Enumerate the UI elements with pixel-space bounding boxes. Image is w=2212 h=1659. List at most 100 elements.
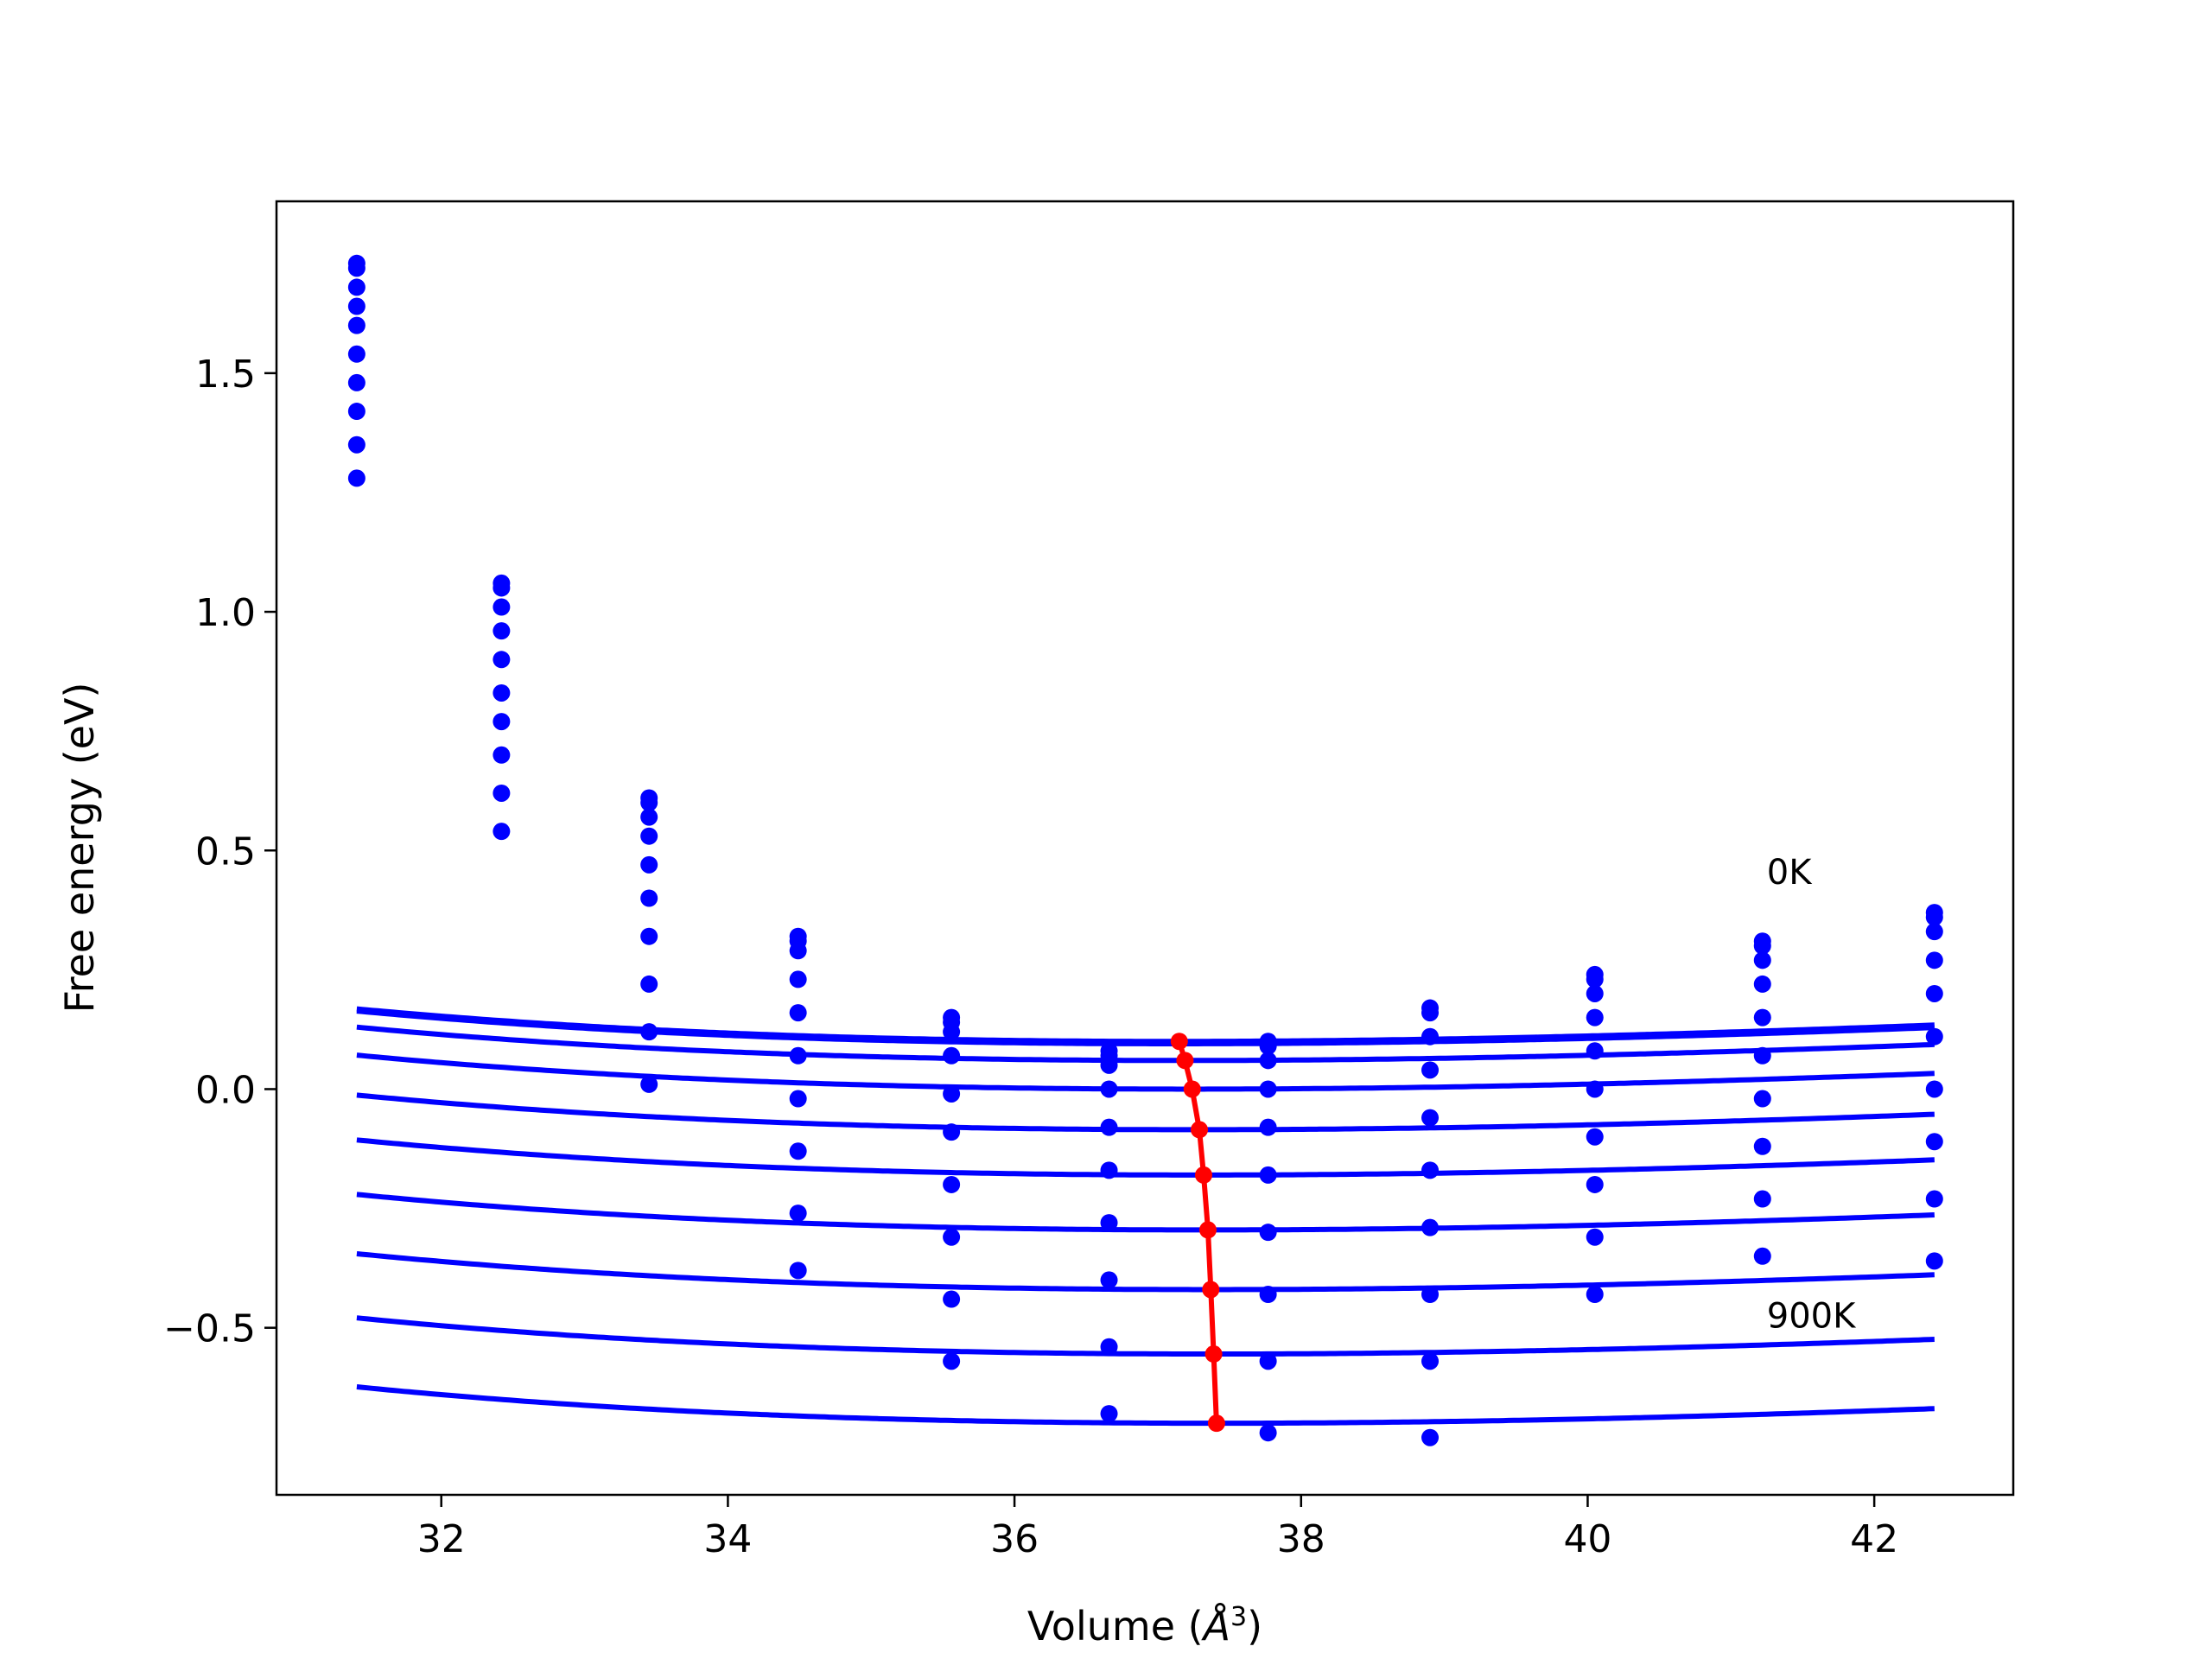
data-point-2-9 bbox=[1753, 951, 1771, 969]
minimum-point-1 bbox=[1176, 1052, 1194, 1070]
data-point-5-1 bbox=[493, 683, 511, 702]
data-point-8-9 bbox=[1753, 1190, 1771, 1208]
series-line-1 bbox=[356, 1008, 1935, 1046]
data-point-5-3 bbox=[789, 1046, 807, 1065]
data-point-5-0 bbox=[347, 345, 365, 363]
y-axis: −0.5 0.0 0.5 1.0 1.5 bbox=[163, 353, 276, 1351]
data-point-2-6 bbox=[1259, 1052, 1277, 1070]
series-line-2 bbox=[356, 1024, 1935, 1064]
minimum-point-6 bbox=[1202, 1281, 1220, 1299]
data-point-4-10 bbox=[1925, 984, 1943, 1002]
x-tick-label-2: 36 bbox=[990, 1517, 1039, 1561]
data-point-7-0 bbox=[347, 403, 365, 421]
series-line-5 bbox=[356, 1137, 1935, 1178]
data-point-8-5 bbox=[1100, 1338, 1118, 1356]
data-point-5-8 bbox=[1586, 1080, 1604, 1098]
x-axis: 32 34 36 38 40 42 bbox=[417, 1495, 1898, 1561]
data-point-3-1 bbox=[493, 622, 511, 640]
minimum-point-8 bbox=[1207, 1414, 1225, 1433]
data-point-9-8 bbox=[1586, 1285, 1604, 1303]
data-point-5-10 bbox=[1925, 1027, 1943, 1046]
data-point-4-6 bbox=[1259, 1118, 1277, 1136]
minimum-point-2 bbox=[1183, 1080, 1201, 1098]
data-point-3-0 bbox=[347, 297, 365, 315]
series-line-6 bbox=[356, 1192, 1935, 1233]
data-point-2-0 bbox=[347, 278, 365, 296]
data-point-7-9 bbox=[1753, 1137, 1771, 1155]
data-point-6-4 bbox=[943, 1175, 961, 1193]
data-point-4-3 bbox=[789, 1004, 807, 1022]
data-point-1-2 bbox=[640, 794, 658, 812]
x-axis-label-symbol: Å bbox=[1201, 1603, 1230, 1649]
data-point-8-7 bbox=[1421, 1352, 1440, 1370]
data-point-6-8 bbox=[1586, 1128, 1604, 1146]
data-point-1-10 bbox=[1925, 908, 1943, 926]
data-point-1-0 bbox=[347, 259, 365, 277]
data-point-6-0 bbox=[347, 373, 365, 391]
data-point-7-8 bbox=[1586, 1175, 1604, 1193]
annotations: 0K 900K bbox=[1767, 853, 1857, 1337]
annotation-1: 900K bbox=[1767, 1297, 1857, 1337]
data-point-6-7 bbox=[1421, 1218, 1440, 1236]
data-point-7-2 bbox=[640, 975, 658, 993]
data-point-2-1 bbox=[493, 598, 511, 616]
data-point-9-7 bbox=[1421, 1428, 1440, 1446]
data-point-1-1 bbox=[493, 579, 511, 597]
data-point-8-10 bbox=[1925, 1190, 1943, 1208]
series-line-7 bbox=[356, 1251, 1935, 1293]
data-point-2-3 bbox=[789, 942, 807, 960]
plot-area bbox=[347, 254, 1943, 1446]
data-point-4-7 bbox=[1421, 1109, 1440, 1127]
data-point-7-4 bbox=[943, 1228, 961, 1246]
data-point-6-2 bbox=[640, 927, 658, 945]
y-axis-label: Free energy (eV) bbox=[56, 683, 103, 1014]
data-point-1-8 bbox=[1586, 970, 1604, 988]
data-point-2-2 bbox=[640, 808, 658, 826]
minimum-point-4 bbox=[1194, 1166, 1212, 1184]
y-tick-label-2: 0.5 bbox=[195, 830, 256, 874]
axes-frame bbox=[275, 200, 2015, 1497]
data-point-7-6 bbox=[1259, 1285, 1277, 1303]
data-point-4-1 bbox=[493, 651, 511, 669]
minimum-point-7 bbox=[1205, 1345, 1223, 1363]
data-point-3-10 bbox=[1925, 951, 1943, 969]
data-point-3-8 bbox=[1586, 1008, 1604, 1027]
data-point-6-3 bbox=[789, 1090, 807, 1108]
data-point-6-9 bbox=[1753, 1090, 1771, 1108]
data-point-3-7 bbox=[1421, 1061, 1440, 1079]
annotation-0: 0K bbox=[1767, 853, 1813, 893]
y-tick-label-1: 0.0 bbox=[195, 1068, 256, 1112]
data-point-7-5 bbox=[1100, 1271, 1118, 1289]
data-point-5-9 bbox=[1753, 1046, 1771, 1065]
x-tick-label-4: 40 bbox=[1563, 1517, 1611, 1561]
x-tick-label-0: 32 bbox=[417, 1517, 466, 1561]
data-point-8-4 bbox=[943, 1290, 961, 1308]
data-point-2-5 bbox=[1100, 1056, 1118, 1074]
x-axis-label-exponent: 3 bbox=[1230, 1602, 1247, 1632]
data-point-2-4 bbox=[943, 1023, 961, 1041]
data-point-3-6 bbox=[1259, 1080, 1277, 1098]
data-point-4-8 bbox=[1586, 1042, 1604, 1060]
series-line-4 bbox=[356, 1092, 1935, 1133]
y-tick-label-3: 1.0 bbox=[195, 591, 256, 635]
data-point-5-7 bbox=[1421, 1161, 1440, 1179]
data-point-2-8 bbox=[1586, 984, 1604, 1002]
x-axis-label: Volume (Å3) bbox=[1027, 1602, 1262, 1650]
data-point-3-5 bbox=[1100, 1080, 1118, 1098]
data-point-3-4 bbox=[943, 1046, 961, 1065]
data-point-6-1 bbox=[493, 713, 511, 731]
data-point-6-10 bbox=[1925, 1080, 1943, 1098]
data-point-3-2 bbox=[640, 827, 658, 845]
data-point-7-10 bbox=[1925, 1133, 1943, 1151]
data-point-7-3 bbox=[789, 1142, 807, 1160]
data-point-1-9 bbox=[1753, 937, 1771, 955]
data-point-8-8 bbox=[1586, 1228, 1604, 1246]
data-point-6-5 bbox=[1100, 1214, 1118, 1232]
x-axis-label-text: Volume ( bbox=[1027, 1603, 1204, 1649]
minimum-point-0 bbox=[1170, 1033, 1188, 1051]
data-point-4-5 bbox=[1100, 1118, 1118, 1136]
data-point-9-3 bbox=[789, 1262, 807, 1280]
data-point-9-5 bbox=[1100, 1405, 1118, 1423]
